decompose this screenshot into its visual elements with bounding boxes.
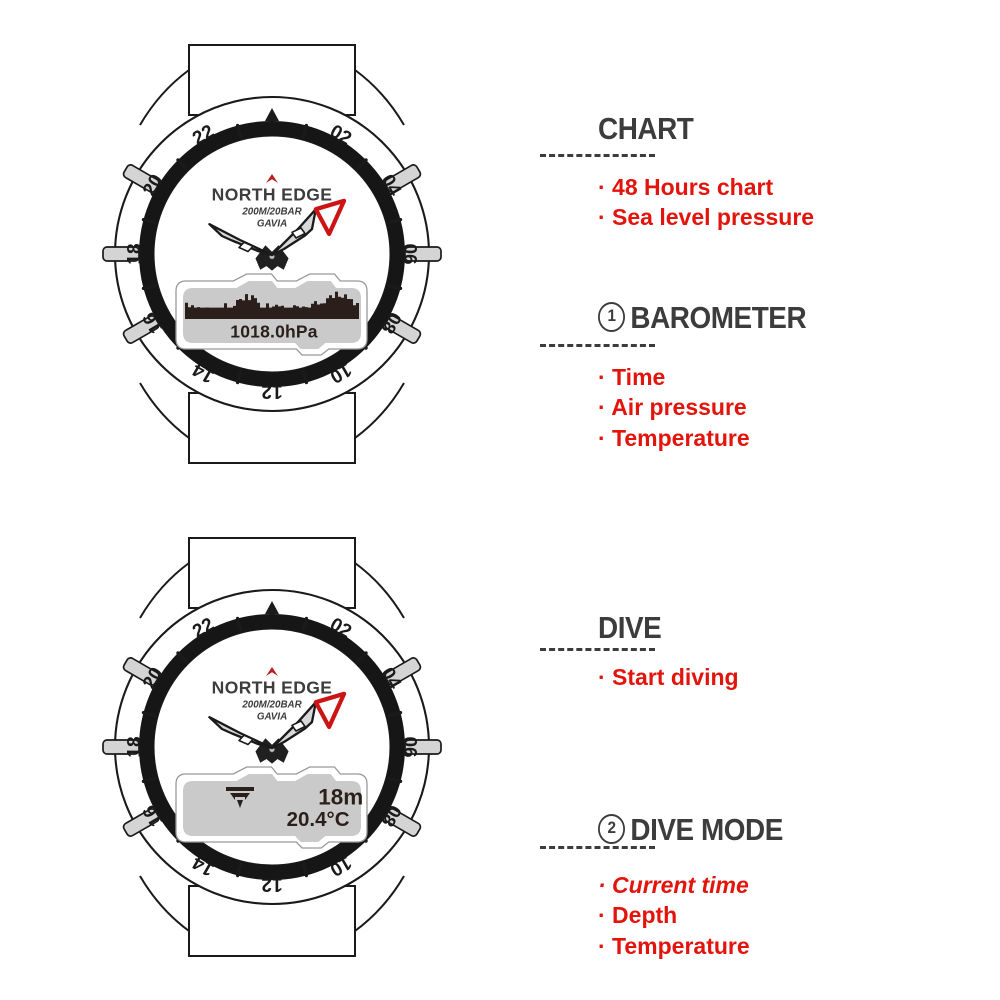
svg-text:200M/20BAR: 200M/20BAR [241, 699, 302, 710]
svg-text:18: 18 [125, 736, 146, 757]
svg-text:GAVIA: GAVIA [257, 712, 287, 723]
svg-text:12: 12 [261, 874, 282, 895]
svg-text:20.4°C: 20.4°C [287, 808, 350, 831]
svg-text:06: 06 [399, 736, 420, 757]
svg-text:18: 18 [125, 243, 146, 264]
svg-text:18m: 18m [318, 785, 363, 810]
svg-text:NORTH EDGE: NORTH EDGE [212, 678, 333, 698]
svg-text:1018.0hPa: 1018.0hPa [230, 322, 317, 342]
svg-text:GAVIA: GAVIA [257, 219, 287, 230]
svg-text:12: 12 [261, 381, 282, 402]
svg-text:200M/20BAR: 200M/20BAR [241, 206, 302, 217]
svg-text:NORTH EDGE: NORTH EDGE [212, 185, 333, 205]
svg-text:06: 06 [399, 243, 420, 264]
